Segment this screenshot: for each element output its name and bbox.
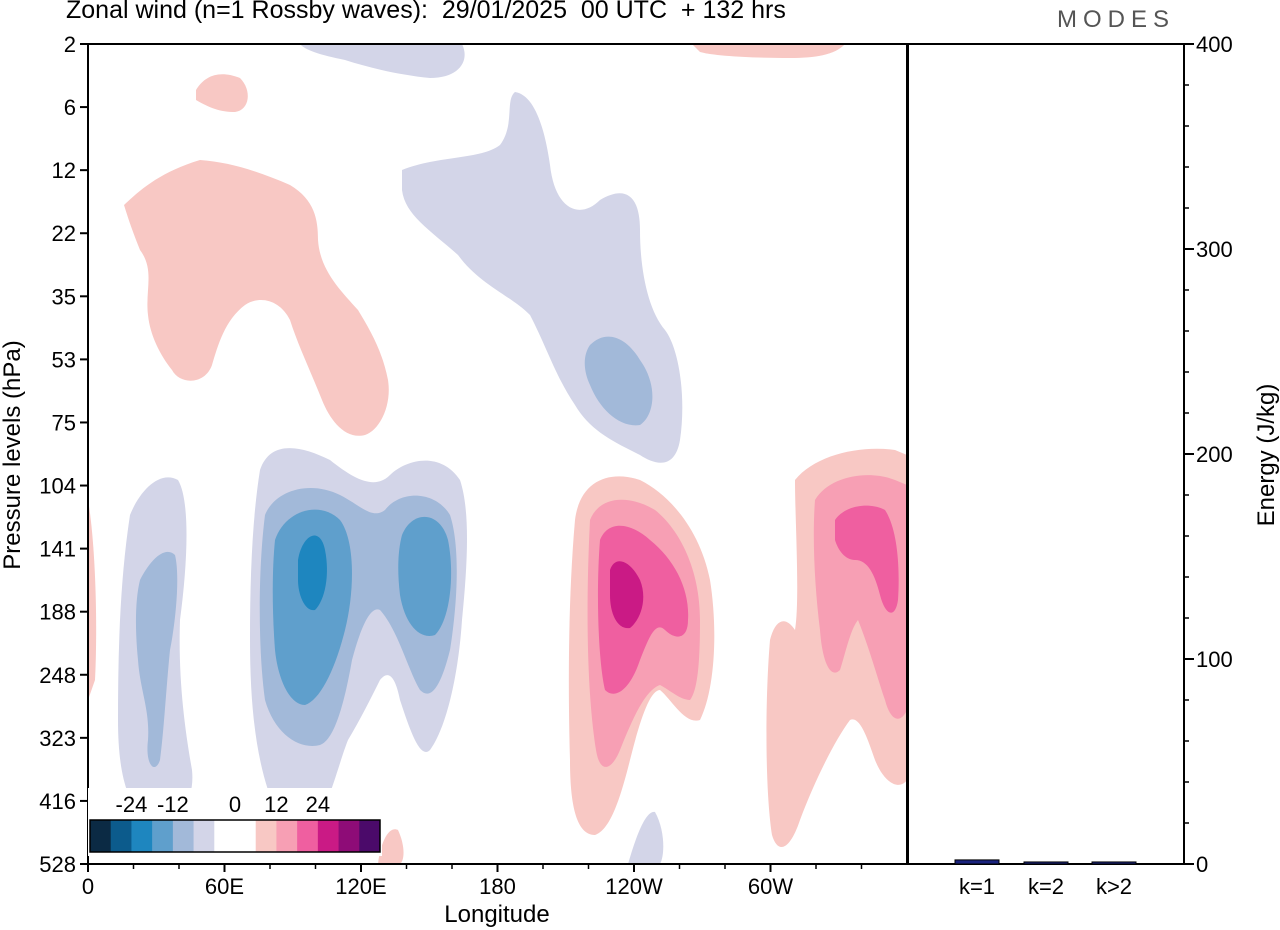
x-tick-label: 0 [82, 874, 94, 899]
y-tick-label: 416 [39, 789, 76, 814]
contour-field [88, 44, 907, 864]
region-easterly-lower-center-inner-b [398, 516, 452, 636]
region-westerly-lower-east-inner [835, 505, 899, 613]
longitude-axis: 0 60E 120E 180 120W 60W [82, 864, 863, 899]
x-tick-label: 60W [748, 874, 793, 899]
energy-bar [1091, 861, 1137, 865]
y-tick-label: 141 [39, 537, 76, 562]
colorbar-label: -24 [116, 792, 148, 817]
colorbar-swatch [297, 820, 319, 852]
energy-tick-label: 100 [1196, 647, 1233, 672]
colorbar-swatch [110, 820, 132, 852]
y-tick-label: 188 [39, 600, 76, 625]
colorbar-swatch [193, 820, 215, 852]
y-tick-label: 53 [52, 347, 76, 372]
energy-bar [1023, 861, 1069, 865]
y-tick-label: 22 [52, 221, 76, 246]
colorbar-swatch [338, 820, 360, 852]
colorbar-label: 0 [229, 792, 241, 817]
energy-tick-label: 400 [1196, 32, 1233, 57]
region-easterly-lower-west-core [135, 551, 178, 768]
energy-tick-label: 300 [1196, 237, 1233, 262]
energy-tick-label: 0 [1196, 852, 1208, 877]
region-westerly-spot [196, 74, 248, 112]
colorbar-swatch [276, 820, 298, 852]
y-tick-label: 323 [39, 726, 76, 751]
colorbar: -24 -12 0 12 24 [88, 788, 382, 856]
energy-bars: k=1 k=2 k>2 [954, 859, 1137, 899]
region-westerly-bottom [378, 829, 404, 864]
colorbar-label: 12 [264, 792, 288, 817]
region-easterly-lower-center-core [298, 535, 327, 611]
y-tick-label: 75 [52, 410, 76, 435]
energy-axis: 0 100 200 300 400 [1184, 32, 1233, 877]
region-westerly-top [692, 44, 845, 58]
colorbar-swatch [214, 820, 236, 852]
energy-bar-label: k=1 [959, 874, 995, 899]
y-tick-label: 248 [39, 663, 76, 688]
region-westerly-upper [124, 160, 389, 436]
x-tick-label: 120E [335, 874, 386, 899]
y-tick-label: 12 [52, 158, 76, 183]
colorbar-swatch [172, 820, 195, 852]
y-tick-label: 528 [39, 852, 76, 877]
region-easterly-top [300, 44, 465, 78]
colorbar-swatch [317, 820, 340, 852]
y-tick-label: 35 [52, 284, 76, 309]
region-easterly-bottom [628, 811, 664, 864]
y-tick-label: 2 [64, 32, 76, 57]
y-tick-label: 104 [39, 474, 76, 499]
colorbar-swatch [255, 820, 277, 852]
chart-title: Zonal wind (n=1 Rossby waves): 29/01/202… [66, 0, 786, 24]
energy-bar [954, 859, 1000, 865]
pressure-axis: 2 6 12 22 35 53 75 104 141 188 248 323 416 528 [39, 32, 88, 877]
colorbar-swatch [131, 820, 153, 852]
y-axis-title: Pressure levels (hPa) [0, 340, 26, 569]
x-axis-title: Longitude [444, 901, 549, 928]
colorbar-frame [89, 819, 381, 853]
colorbar-swatch [359, 820, 381, 852]
colorbar-swatch [90, 820, 112, 852]
x-tick-label: 180 [479, 874, 516, 899]
region-westerly-left-edge [88, 500, 97, 700]
colorbar-label: -12 [157, 792, 189, 817]
region-easterly-upper-core [584, 336, 653, 426]
colorbar-swatch [235, 820, 257, 852]
energy-bar-label: k>2 [1096, 874, 1132, 899]
modes-logo: MODES [1057, 6, 1176, 33]
energy-tick-label: 200 [1196, 442, 1233, 467]
energy-bar-label: k=2 [1028, 874, 1064, 899]
colorbar-label: 24 [306, 792, 330, 817]
region-westerly-lower-center-core [610, 561, 644, 629]
y-tick-label: 6 [64, 95, 76, 120]
energy-axis-title: Energy (J/kg) [1253, 384, 1280, 527]
x-tick-label: 60E [205, 874, 244, 899]
x-tick-label: 120W [605, 874, 663, 899]
colorbar-swatch [152, 820, 174, 852]
